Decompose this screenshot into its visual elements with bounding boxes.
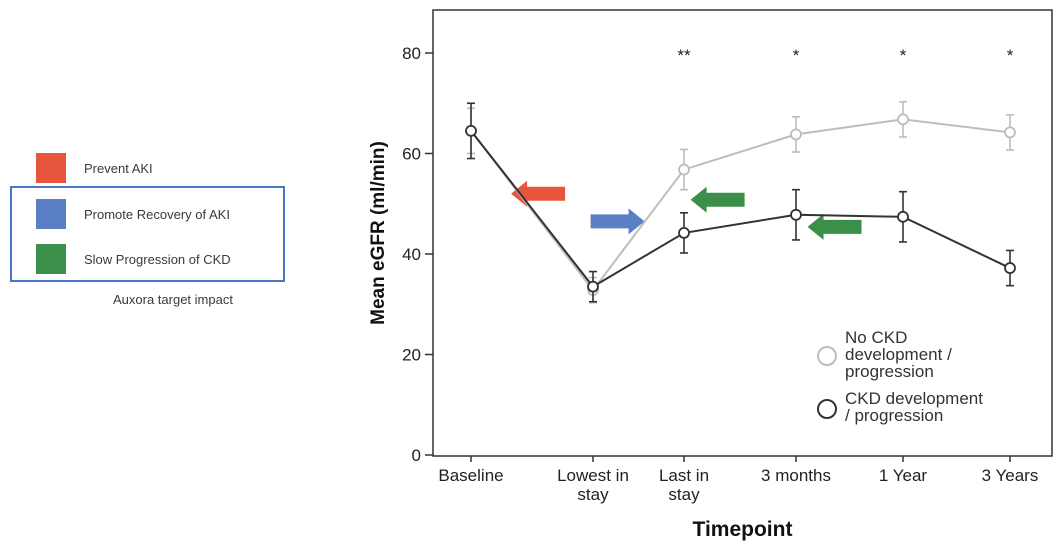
x-tick-label-line: 1 Year [879, 466, 928, 485]
x-tick-label-line: Last in [659, 466, 709, 485]
legend-label-line: CKD development [845, 389, 983, 408]
series-line [470, 130, 1011, 288]
data-point [1004, 262, 1016, 274]
data-point [678, 226, 690, 239]
y-tick-label: 0 [412, 446, 421, 465]
legend-highlight-box [10, 186, 285, 282]
x-tick-label-line: 3 months [761, 466, 831, 485]
data-point [465, 124, 477, 137]
x-tick-label: 1 Year [879, 466, 928, 485]
x-tick-label: 3 months [761, 466, 831, 485]
x-tick-label: Last in stay [659, 466, 709, 504]
x-tick-label: Lowest in stay [557, 466, 629, 504]
x-tick-label-line: stay [577, 485, 609, 504]
legend-label: No CKD development / progression [845, 328, 952, 381]
significance-marker: * [900, 46, 907, 65]
data-point [897, 113, 909, 126]
blue-swatch-icon [36, 199, 66, 229]
legend-label-line: progression [845, 362, 934, 381]
target-impact-legend: Prevent AKI Promote Recovery of AKI Slow… [0, 0, 300, 544]
y-axis-title: Mean eGFR (ml/min) [368, 141, 389, 325]
legend-label: Prevent AKI [84, 160, 153, 176]
y-tick-label: 80 [402, 44, 421, 63]
arrow-left-icon [807, 213, 862, 240]
legend-label: Slow Progression of CKD [84, 251, 231, 267]
green-swatch-icon [36, 244, 66, 274]
series-ckd [465, 102, 1016, 303]
significance-marker: * [793, 46, 800, 65]
data-point [790, 128, 802, 141]
x-tick-label-line: 3 Years [982, 466, 1039, 485]
arrow-left-icon [690, 186, 745, 213]
series-line [470, 118, 1011, 292]
plot-frame [432, 9, 1053, 457]
x-tick-label-line: Lowest in [557, 466, 629, 485]
data-point [587, 280, 599, 293]
legend-label: Promote Recovery of AKI [84, 206, 230, 222]
y-tick-label: 20 [402, 346, 421, 365]
legend-label-line: No CKD [845, 328, 907, 347]
data-point [790, 208, 802, 221]
data-point [1004, 126, 1016, 139]
legend-marker [817, 346, 837, 366]
legend-item-slow-progression: Slow Progression of CKD [36, 244, 231, 274]
y-tick-label: 60 [402, 145, 421, 164]
x-tick-label: Baseline [438, 466, 503, 485]
series-group [465, 100, 1016, 304]
legend-caption: Auxora target impact [113, 292, 233, 307]
legend-item-prevent-aki: Prevent AKI [36, 153, 153, 183]
chart-legend: No CKD development / progression CKD develo… [817, 328, 983, 425]
significance-marker: * [1007, 46, 1014, 65]
legend-label-line: / progression [845, 406, 943, 425]
x-tick-label: 3 Years [982, 466, 1039, 485]
data-point [897, 210, 909, 223]
x-tick-label-line: Baseline [438, 466, 503, 485]
legend-label: CKD development / progression [845, 389, 983, 425]
data-point [678, 163, 690, 176]
x-axis-title: Timepoint [693, 518, 793, 541]
red-swatch-icon [36, 153, 66, 183]
x-tick-label-line: stay [668, 485, 700, 504]
significance-marker: ** [677, 46, 691, 65]
y-tick-label: 40 [402, 245, 421, 264]
arrow-right-icon [590, 208, 645, 235]
legend-marker [817, 399, 837, 419]
legend-label-line: development / [845, 345, 952, 364]
legend-item-promote-recovery: Promote Recovery of AKI [36, 199, 230, 229]
